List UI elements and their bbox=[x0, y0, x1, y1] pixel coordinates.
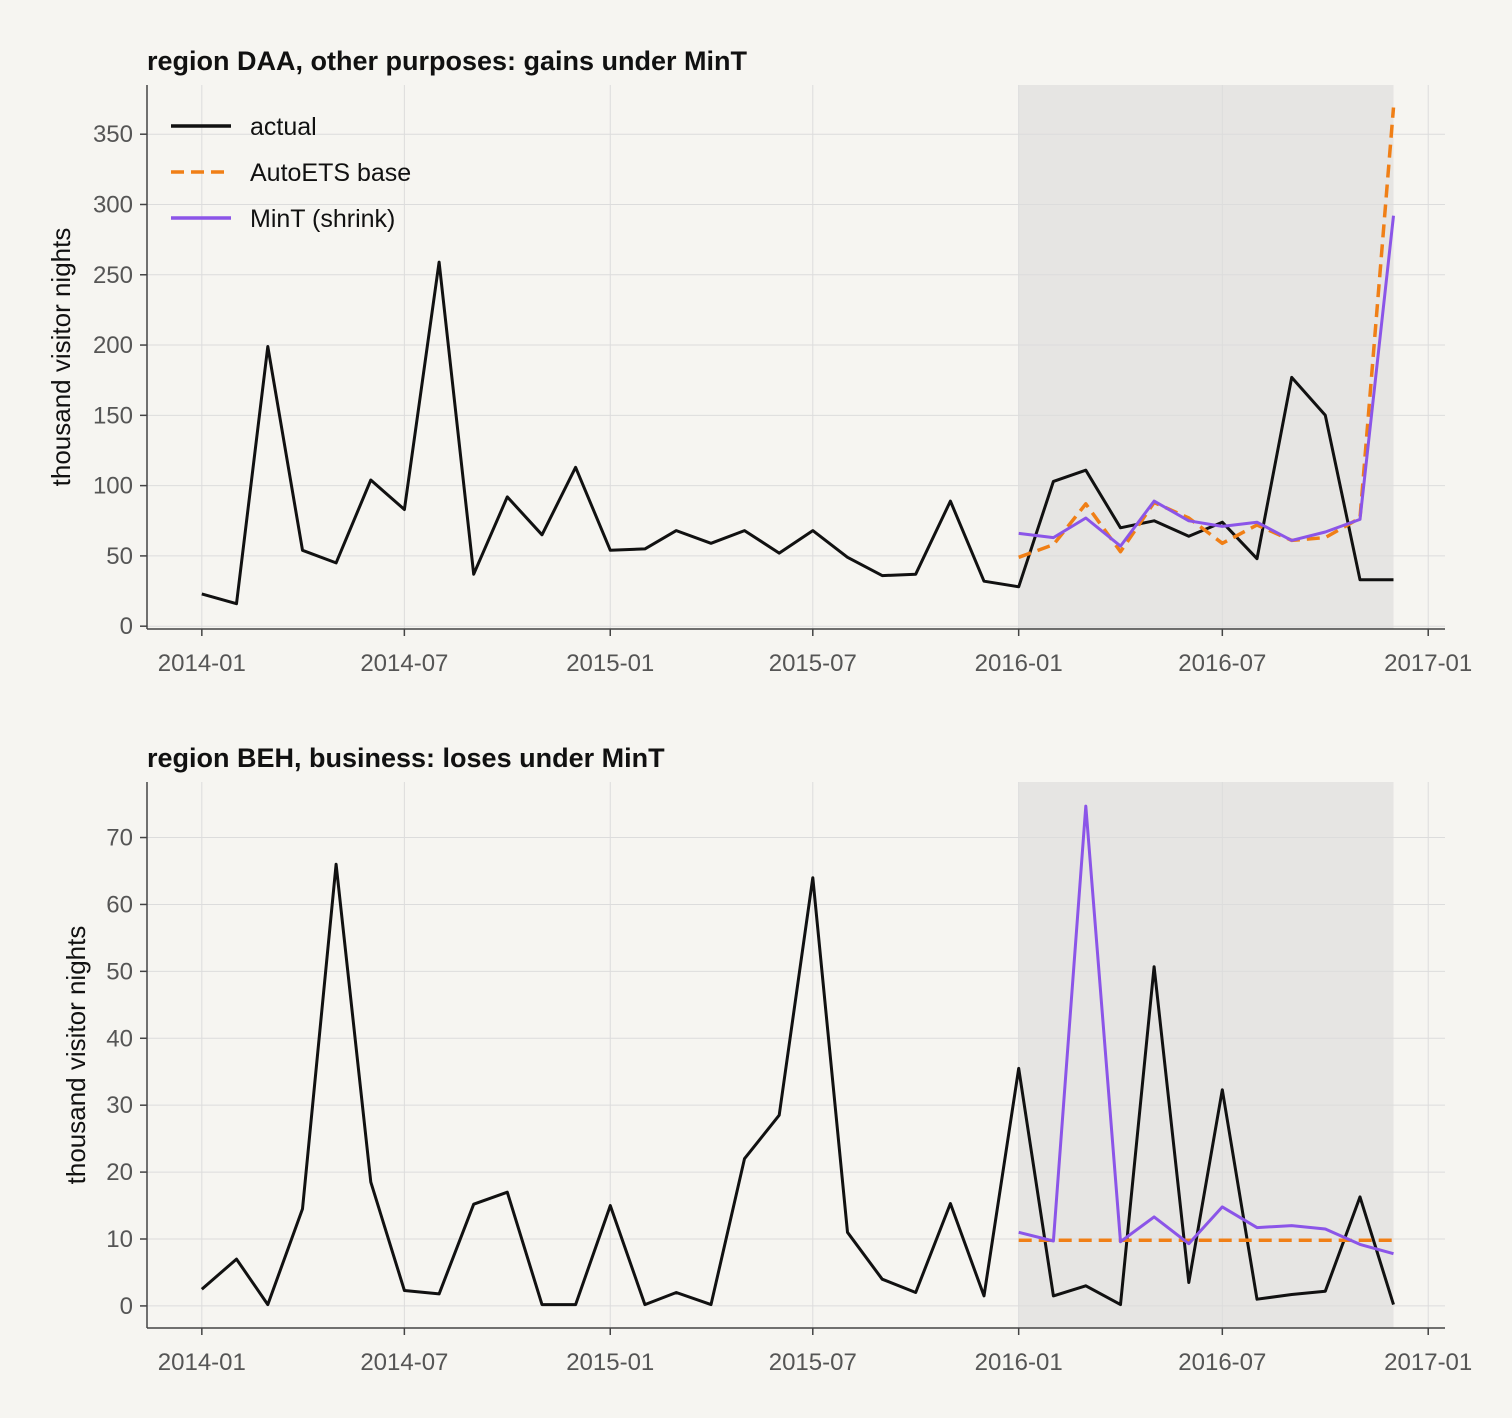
y-tick-label: 250 bbox=[93, 262, 133, 289]
y-tick-label: 350 bbox=[93, 121, 133, 148]
y-tick-label: 0 bbox=[120, 613, 133, 640]
chart-title: region DAA, other purposes: gains under … bbox=[147, 46, 748, 76]
y-tick-label: 100 bbox=[93, 473, 133, 500]
series-line-actual bbox=[200, 862, 1395, 1307]
y-tick-label: 70 bbox=[106, 825, 133, 852]
x-tick-label: 2016-01 bbox=[975, 650, 1063, 677]
x-tick-label: 2015-07 bbox=[769, 650, 857, 677]
x-tick-label: 2014-07 bbox=[360, 1349, 448, 1376]
x-tick-label: 2016-01 bbox=[975, 1349, 1063, 1376]
legend-label: actual bbox=[250, 113, 317, 141]
legend: actual AutoETS base MinT (shrink) bbox=[171, 113, 411, 233]
y-tick-label: 10 bbox=[106, 1226, 133, 1253]
y-tick-label: 0 bbox=[120, 1293, 133, 1320]
x-tick-label: 2016-07 bbox=[1178, 1349, 1266, 1376]
y-tick-label: 40 bbox=[106, 1025, 133, 1052]
y-tick-label: 30 bbox=[106, 1092, 133, 1119]
chart-panel-1: 2014-01 2014-07 2015-01 2015-07 2016-01 2016-… bbox=[46, 46, 1472, 677]
legend-label: AutoETS base bbox=[250, 159, 411, 187]
series-line-actual bbox=[201, 260, 1394, 606]
y-tick-label: 50 bbox=[106, 543, 133, 570]
legend-label: MinT (shrink) bbox=[250, 205, 395, 233]
x-tick-label: 2017-01 bbox=[1384, 650, 1472, 677]
x-tick-label: 2015-01 bbox=[566, 1349, 654, 1376]
x-tick-label: 2014-01 bbox=[158, 650, 246, 677]
y-axis-label: thousand visitor nights bbox=[46, 228, 76, 487]
y-tick-label: 200 bbox=[93, 332, 133, 359]
forecast-window-shade bbox=[1018, 85, 1394, 629]
y-tick-label: 300 bbox=[93, 191, 133, 218]
forecast-window-shade bbox=[1018, 782, 1394, 1328]
x-tick-label: 2014-07 bbox=[360, 650, 448, 677]
y-tick-label: 20 bbox=[106, 1159, 133, 1186]
x-tick-label: 2015-07 bbox=[769, 1349, 857, 1376]
x-tick-label: 2015-01 bbox=[566, 650, 654, 677]
x-tick-label: 2017-01 bbox=[1384, 1349, 1472, 1376]
series-line-mint-shrink bbox=[1018, 215, 1395, 548]
series-line-mint-shrink bbox=[1018, 804, 1394, 1256]
x-tick-label: 2014-01 bbox=[158, 1349, 246, 1376]
series-line-autoets-base bbox=[1018, 107, 1396, 559]
chart-panel-2: 2014-01 2014-07 2015-01 2015-07 2016-01 2016-… bbox=[61, 743, 1472, 1376]
y-tick-label: 50 bbox=[106, 958, 133, 985]
y-tick-label: 60 bbox=[106, 891, 133, 918]
y-axis-label: thousand visitor nights bbox=[61, 926, 91, 1185]
chart-title: region BEH, business: loses under MinT bbox=[147, 743, 665, 773]
x-tick-label: 2016-07 bbox=[1178, 650, 1266, 677]
y-tick-label: 150 bbox=[93, 402, 133, 429]
